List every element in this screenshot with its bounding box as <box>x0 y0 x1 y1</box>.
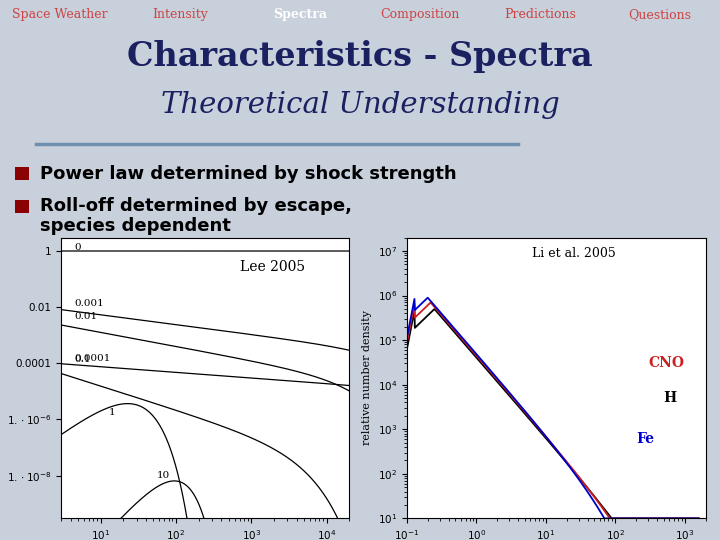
Text: 0.01: 0.01 <box>74 313 98 321</box>
Text: Characteristics - Spectra: Characteristics - Spectra <box>127 40 593 73</box>
Text: H: H <box>664 392 677 406</box>
Y-axis label: $J_p(E\,/\,E_{0p})\,/\,J_p(1)$: $J_p(E\,/\,E_{0p})\,/\,J_p(1)$ <box>0 339 1 417</box>
Text: Power law determined by shock strength: Power law determined by shock strength <box>40 165 457 183</box>
Text: Fe: Fe <box>636 431 654 446</box>
Bar <box>15 200 29 213</box>
Text: 0.0001: 0.0001 <box>74 354 111 363</box>
Y-axis label: relative number density: relative number density <box>362 310 372 446</box>
Text: Intensity: Intensity <box>152 8 208 22</box>
Bar <box>15 167 29 180</box>
Text: Lee 2005: Lee 2005 <box>240 260 305 274</box>
Text: 10: 10 <box>156 471 170 480</box>
Text: Space Weather: Space Weather <box>12 8 108 22</box>
Text: 0.1: 0.1 <box>74 355 91 364</box>
Text: Composition: Composition <box>380 8 459 22</box>
Text: Questions: Questions <box>629 8 691 22</box>
Text: 1: 1 <box>109 408 116 417</box>
Text: Li et al. 2005: Li et al. 2005 <box>532 247 616 260</box>
Text: Predictions: Predictions <box>504 8 576 22</box>
Text: CNO: CNO <box>649 356 685 370</box>
Text: Theoretical Understanding: Theoretical Understanding <box>161 91 559 119</box>
Text: 0: 0 <box>74 244 81 252</box>
Text: 0.001: 0.001 <box>74 299 104 308</box>
Text: species dependent: species dependent <box>40 217 231 235</box>
Text: Spectra: Spectra <box>273 8 327 22</box>
Text: Roll-off determined by escape,: Roll-off determined by escape, <box>40 197 352 215</box>
